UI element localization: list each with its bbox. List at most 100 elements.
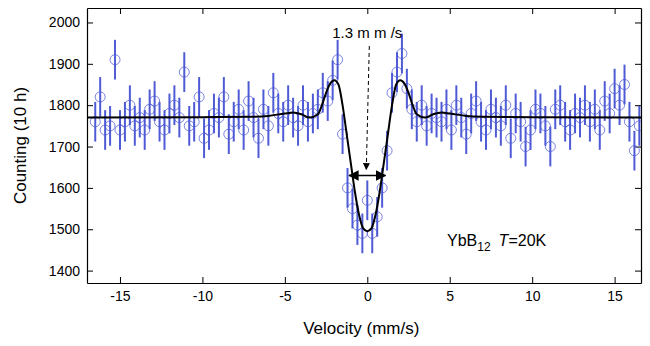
data-point [590, 104, 600, 114]
data-point [580, 100, 590, 110]
marks [87, 34, 641, 254]
error-bar [505, 85, 507, 125]
fit-curve [87, 80, 641, 231]
error-bar [114, 40, 116, 80]
data-point [278, 117, 288, 127]
data-point [540, 121, 550, 131]
tick [120, 8, 121, 14]
axis: -15-10-5051015 [88, 277, 642, 304]
data-point [253, 133, 263, 143]
tick-mark [87, 229, 93, 230]
sample-label-part: 12 [477, 240, 491, 254]
data-point [169, 100, 179, 110]
x-axis-title: Velocity (mm/s) [303, 319, 419, 338]
error-bar [312, 94, 314, 134]
tick: 2000 [49, 14, 93, 30]
tick-label: 1800 [49, 97, 80, 113]
error-bar [188, 106, 190, 146]
data-point [615, 100, 625, 110]
data-point [244, 96, 254, 106]
data-point [610, 84, 620, 94]
tick-mark [87, 64, 93, 65]
data-point [595, 125, 605, 135]
error-bar [520, 102, 522, 142]
annotation: 1.3 m m /s [332, 24, 402, 175]
chart: -15-10-505101514001500160017001800190020… [0, 0, 650, 346]
data-point [105, 121, 115, 131]
data-point [268, 88, 278, 98]
data-point [471, 96, 481, 106]
data-point [110, 55, 120, 65]
error-bar [500, 106, 502, 146]
data-point [629, 146, 639, 156]
scatter-series [90, 34, 641, 254]
error-bar [624, 65, 626, 105]
tick-mark [450, 277, 451, 283]
error-bar [599, 110, 601, 150]
tick [635, 188, 641, 189]
tick [635, 22, 641, 23]
tick [285, 8, 286, 14]
error-bar [272, 73, 274, 113]
tick: -5 [279, 277, 292, 304]
error-bar [515, 94, 517, 134]
data-point [298, 100, 308, 110]
tick [635, 229, 641, 230]
tick-mark [615, 8, 616, 14]
data-point [634, 121, 641, 131]
data-point [481, 125, 491, 135]
error-bar [366, 180, 368, 220]
error-bar [534, 89, 536, 129]
tick-mark [87, 105, 93, 106]
plot: -15-10-505101514001500160017001800190020… [49, 8, 645, 304]
tick-mark [635, 271, 641, 272]
tick [532, 8, 533, 14]
tick-label: 2000 [49, 14, 80, 30]
axis-line [88, 283, 642, 284]
error-bar [297, 106, 299, 146]
tick-label: 5 [446, 288, 454, 304]
tick-label: 1900 [49, 56, 80, 72]
axis-line [88, 8, 642, 9]
tick-mark [120, 8, 121, 14]
data-point [545, 142, 555, 152]
error-bar [183, 52, 185, 92]
tick [367, 8, 368, 14]
tick-label: -15 [110, 288, 130, 304]
tick: 1700 [49, 139, 93, 155]
data-point [446, 125, 456, 135]
error-bar [638, 106, 640, 146]
tick-mark [285, 8, 286, 14]
data-point [263, 121, 273, 131]
tick-mark [532, 277, 533, 283]
tick-mark [367, 277, 368, 283]
data-point [377, 183, 387, 193]
tick-mark [87, 188, 93, 189]
error-bar [159, 102, 161, 142]
error-bar [436, 98, 438, 138]
tick: 1800 [49, 97, 93, 113]
data-point [125, 100, 135, 110]
tick-mark [202, 8, 203, 14]
axis-line [87, 9, 88, 284]
error-bar [223, 77, 225, 117]
error-bar [154, 81, 156, 121]
data-point [526, 125, 536, 135]
tick-label: 1500 [49, 221, 80, 237]
data-point [422, 121, 432, 131]
error-bar [361, 214, 363, 254]
tick: 1900 [49, 56, 93, 72]
sample-label: YbB12T=20K [447, 232, 547, 254]
error-bar [198, 77, 200, 117]
tick: 15 [607, 277, 623, 304]
tick-mark [635, 229, 641, 230]
data-point [258, 104, 268, 114]
error-bar [193, 102, 195, 142]
error-bar [94, 102, 96, 142]
data-point [392, 67, 402, 77]
tick-mark [87, 147, 93, 148]
annotation-text: 1.3 m m /s [332, 24, 402, 41]
tick-label: -10 [193, 288, 213, 304]
data-point [412, 117, 422, 127]
tick-mark [367, 8, 368, 14]
